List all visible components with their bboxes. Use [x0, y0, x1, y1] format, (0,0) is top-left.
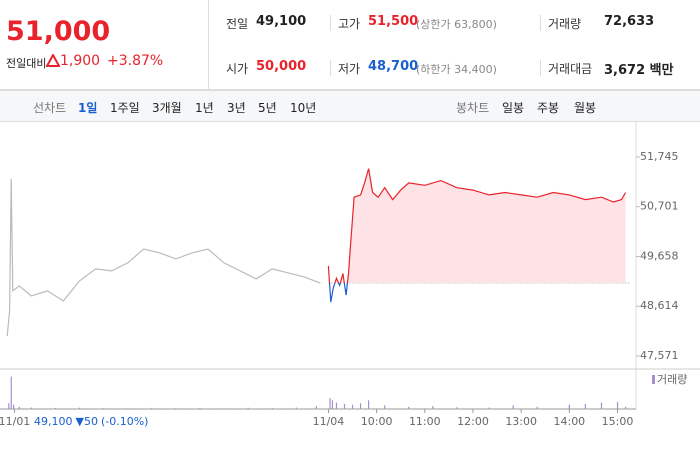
stat-value: 3,672 백만 — [604, 63, 674, 78]
divider — [330, 15, 331, 31]
price: 51,000 — [6, 16, 111, 47]
stat-label: 거래량 — [548, 17, 582, 31]
stat-value: 49,100 — [256, 14, 307, 29]
divider — [0, 89, 700, 90]
chart: 51,745 50,701 49,658 48,614 47,571 11/01 11/04… — [0, 121, 700, 428]
stat-note: (상한가 63,800) — [416, 18, 497, 31]
stat-value: 48,700 — [368, 59, 419, 74]
tab[interactable]: 3개월 — [152, 101, 182, 115]
tab[interactable]: 10년 — [290, 101, 317, 115]
x-tick-label: 12:00 — [457, 415, 489, 428]
tab[interactable]: 3년 — [227, 101, 246, 115]
stat-label: 전일 — [226, 17, 249, 31]
x-tick-label: 11:00 — [409, 415, 441, 428]
y-tick-label: 51,745 — [640, 150, 679, 163]
x-tick-label: 11/01 — [0, 415, 30, 428]
prev-day-info: 49,100 ▼50 (-0.10%) — [34, 415, 148, 428]
y-tick-label: 49,658 — [640, 249, 679, 262]
up-icon — [46, 54, 60, 67]
tab[interactable]: 1일 — [78, 101, 98, 115]
stat-label: 고가 — [338, 17, 361, 31]
tab[interactable]: 1주일 — [110, 101, 140, 115]
x-tick-label: 10:00 — [361, 415, 393, 428]
stat-label: 시가 — [226, 62, 249, 76]
divider — [540, 60, 541, 76]
line-up — [327, 168, 627, 284]
stat-label: 거래대금 — [548, 62, 593, 76]
tab-bar: 선차트 1일 1주일 3개월 1년 3년 5년 10년 봉차트 일봉 주봉 월봉 — [0, 90, 700, 122]
stat-value: 72,633 — [604, 14, 655, 29]
stat-value: 51,500 — [368, 14, 419, 29]
tab-group-label: 선차트 — [33, 101, 67, 115]
legend-swatch — [652, 375, 655, 384]
prev-prev-change: ▼50 — [76, 415, 98, 428]
change-label: 전일대비 — [6, 57, 47, 70]
prev-prev-pct: (-0.10%) — [101, 415, 149, 428]
x-tick-label: 11/04 — [313, 415, 345, 428]
divider — [208, 0, 209, 90]
tab[interactable]: 일봉 — [502, 101, 525, 115]
divider — [330, 60, 331, 76]
x-tick-label: 15:00 — [602, 415, 634, 428]
change-pct: +3.87% — [107, 53, 164, 69]
prev-prev-close: 49,100 — [34, 415, 73, 428]
tab-group-label: 봉차트 — [456, 101, 490, 115]
x-tick-label: 14:00 — [553, 415, 585, 428]
tab[interactable]: 5년 — [258, 101, 277, 115]
x-tick-label: 13:00 — [505, 415, 537, 428]
area — [328, 168, 626, 284]
tab[interactable]: 월봉 — [574, 101, 597, 115]
divider — [540, 15, 541, 31]
stat-label: 저가 — [338, 62, 361, 76]
y-tick-label: 50,701 — [640, 200, 679, 213]
stat-value: 50,000 — [256, 59, 307, 74]
tab[interactable]: 주봉 — [537, 101, 560, 115]
line — [6, 178, 321, 337]
line-down — [328, 283, 349, 303]
y-tick-label: 47,571 — [640, 349, 679, 362]
stat-note: (하한가 34,400) — [416, 63, 497, 76]
y-tick-label: 48,614 — [640, 299, 679, 312]
tab[interactable]: 1년 — [195, 101, 214, 115]
legend-label: 거래량 — [657, 373, 687, 386]
change: 1,900 — [60, 53, 101, 69]
